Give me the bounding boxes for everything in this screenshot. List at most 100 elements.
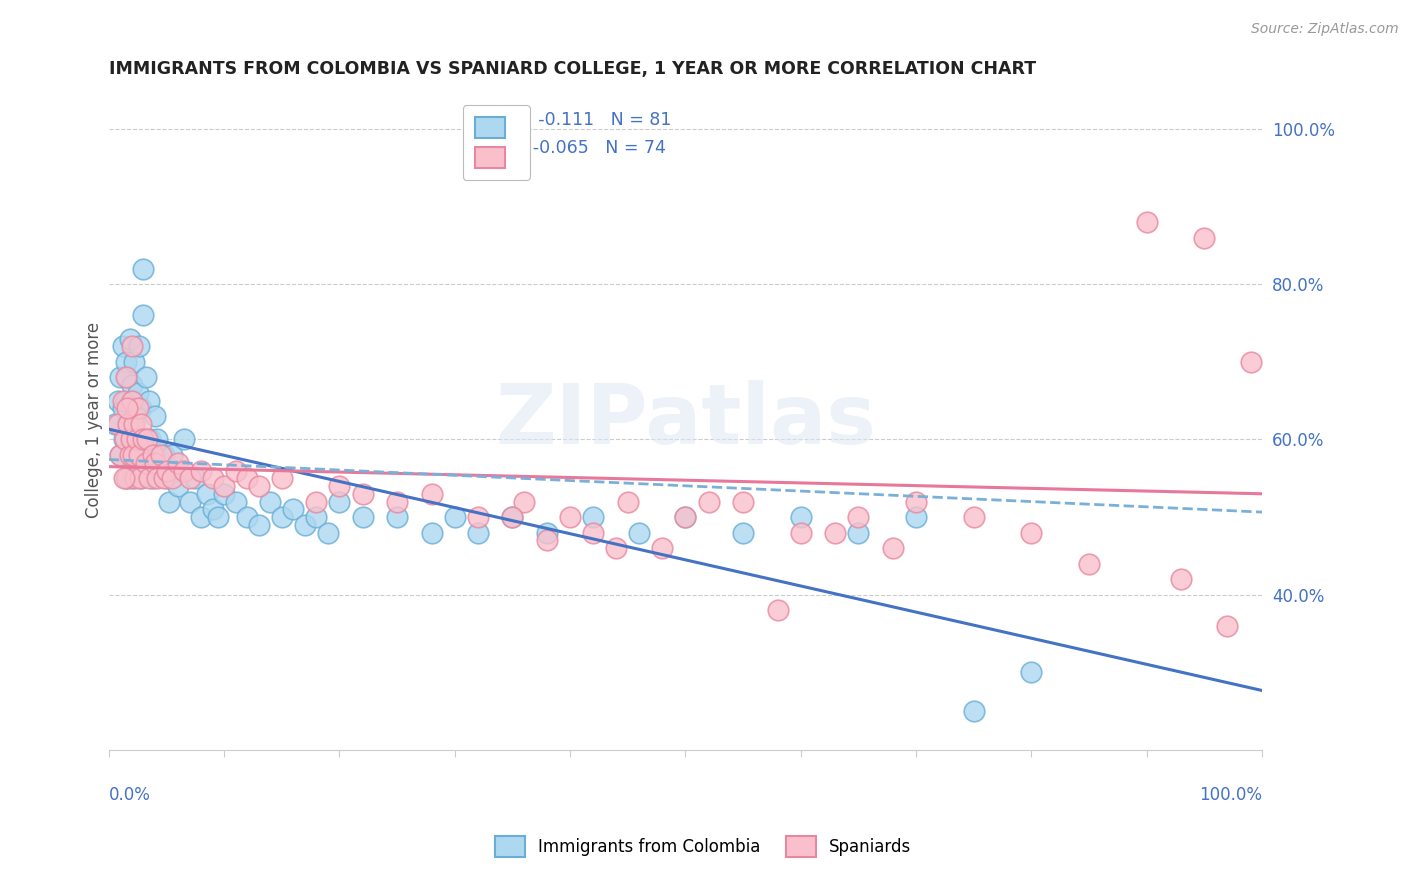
Point xyxy=(132,308,155,322)
Point xyxy=(124,463,146,477)
Point xyxy=(120,393,142,408)
Text: 0.0%: 0.0% xyxy=(108,786,150,805)
Point xyxy=(179,471,201,485)
Point xyxy=(212,487,235,501)
Point xyxy=(135,456,157,470)
Point xyxy=(117,471,139,485)
Point xyxy=(142,448,165,462)
Point xyxy=(115,471,138,485)
Point xyxy=(155,463,177,477)
Point xyxy=(247,517,270,532)
Point xyxy=(1078,557,1101,571)
Y-axis label: College, 1 year or more: College, 1 year or more xyxy=(86,322,103,518)
Point xyxy=(905,494,928,508)
Point xyxy=(107,417,129,431)
Point xyxy=(225,494,247,508)
Point xyxy=(121,339,143,353)
Point xyxy=(848,525,870,540)
Point xyxy=(225,463,247,477)
Point xyxy=(420,487,443,501)
Point xyxy=(115,370,138,384)
Point xyxy=(352,510,374,524)
Point xyxy=(848,510,870,524)
Point xyxy=(117,417,139,431)
Point xyxy=(675,510,697,524)
Point xyxy=(129,417,152,431)
Point xyxy=(132,433,155,447)
Point xyxy=(905,510,928,524)
Point xyxy=(149,463,172,477)
Text: 100.0%: 100.0% xyxy=(1199,786,1263,805)
Point xyxy=(697,494,720,508)
Point xyxy=(125,433,148,447)
Point xyxy=(128,448,150,462)
Point xyxy=(114,433,136,447)
Point xyxy=(111,401,134,416)
Point xyxy=(501,510,523,524)
Point xyxy=(582,510,605,524)
Point xyxy=(201,471,224,485)
Point xyxy=(162,448,184,462)
Point xyxy=(117,370,139,384)
Point xyxy=(558,510,581,524)
Point xyxy=(1216,618,1239,632)
Point xyxy=(129,471,152,485)
Point xyxy=(118,448,141,462)
Point xyxy=(138,393,160,408)
Point xyxy=(117,417,139,431)
Text: IMMIGRANTS FROM COLOMBIA VS SPANIARD COLLEGE, 1 YEAR OR MORE CORRELATION CHART: IMMIGRANTS FROM COLOMBIA VS SPANIARD COL… xyxy=(108,60,1036,78)
Point xyxy=(129,471,152,485)
Point xyxy=(733,525,755,540)
Point xyxy=(138,471,160,485)
Point xyxy=(124,401,146,416)
Point xyxy=(270,510,292,524)
Point xyxy=(190,510,212,524)
Point xyxy=(207,510,229,524)
Point xyxy=(122,448,145,462)
Point xyxy=(121,393,143,408)
Point xyxy=(110,448,132,462)
Point xyxy=(236,510,259,524)
Point xyxy=(790,510,813,524)
Point xyxy=(143,448,166,462)
Point xyxy=(132,261,155,276)
Point xyxy=(501,510,523,524)
Point xyxy=(190,463,212,477)
Point xyxy=(129,401,152,416)
Point xyxy=(283,502,305,516)
Point xyxy=(270,471,292,485)
Point xyxy=(112,471,135,485)
Point xyxy=(153,471,176,485)
Text: R = -0.065   N = 74: R = -0.065 N = 74 xyxy=(495,138,666,157)
Point xyxy=(165,463,187,477)
Point xyxy=(385,510,408,524)
Point xyxy=(963,510,986,524)
Point xyxy=(110,448,132,462)
Point xyxy=(153,448,176,462)
Point xyxy=(179,494,201,508)
Point xyxy=(107,393,129,408)
Point xyxy=(247,479,270,493)
Point xyxy=(122,355,145,369)
Point xyxy=(167,479,190,493)
Point xyxy=(467,510,489,524)
Point xyxy=(162,471,184,485)
Point xyxy=(195,487,218,501)
Point xyxy=(146,433,169,447)
Point xyxy=(127,401,149,416)
Point xyxy=(117,401,139,416)
Point xyxy=(115,355,138,369)
Point xyxy=(1239,355,1261,369)
Point xyxy=(651,541,673,555)
Point xyxy=(146,471,169,485)
Point xyxy=(1021,525,1043,540)
Point xyxy=(385,494,408,508)
Point xyxy=(139,433,162,447)
Point xyxy=(112,433,135,447)
Point xyxy=(605,541,627,555)
Point xyxy=(142,471,165,485)
Point xyxy=(1021,665,1043,680)
Point xyxy=(155,471,177,485)
Point xyxy=(675,510,697,524)
Legend: , : , xyxy=(463,105,530,179)
